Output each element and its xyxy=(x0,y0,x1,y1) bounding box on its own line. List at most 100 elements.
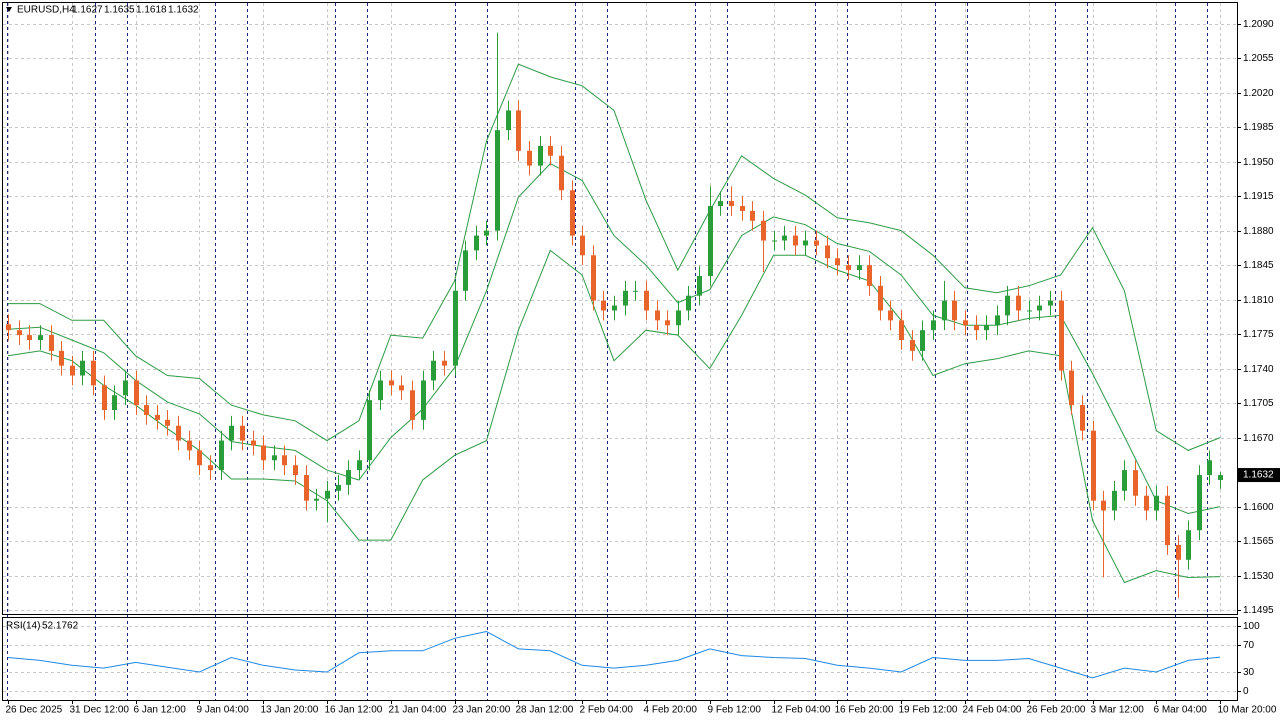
candle-body xyxy=(6,324,11,331)
candle-body xyxy=(484,230,489,236)
candle-body xyxy=(1122,470,1127,491)
grid-layer xyxy=(3,3,1237,614)
candle-body xyxy=(1005,295,1010,316)
candle-body xyxy=(463,250,468,291)
candle-body xyxy=(570,190,575,236)
candle-body xyxy=(506,110,511,131)
candle-body xyxy=(187,440,192,451)
candle-body xyxy=(17,330,22,336)
candle-body xyxy=(1186,530,1191,560)
x-tick-label: 12 Feb 04:00 xyxy=(772,705,831,716)
candle-body xyxy=(601,300,606,311)
x-tick-label: 4 Feb 20:00 xyxy=(644,705,698,716)
header-close: 1.1632 xyxy=(168,5,199,16)
current-price-label: 1.1632 xyxy=(1243,470,1274,481)
x-tick-label: 16 Feb 20:00 xyxy=(835,705,894,716)
candle-body xyxy=(282,455,287,466)
y-tick-label: 1.1740 xyxy=(1243,364,1274,375)
candle-body xyxy=(165,419,170,426)
x-tick-label: 24 Feb 04:00 xyxy=(963,705,1022,716)
candle-body xyxy=(825,245,830,259)
x-tick-label: 26 Feb 20:00 xyxy=(1027,705,1086,716)
y-tick-label: 100 xyxy=(1243,621,1260,632)
candle-body xyxy=(931,320,936,331)
candle-body xyxy=(888,310,893,321)
candle-body xyxy=(527,150,532,166)
main-frame xyxy=(2,2,1238,615)
y-tick-label: 1.2055 xyxy=(1243,53,1274,64)
candle-body xyxy=(495,130,500,231)
candle-body xyxy=(442,360,447,366)
candle-body xyxy=(697,275,702,296)
candle-body xyxy=(431,360,436,381)
header-low: 1.1618 xyxy=(136,5,167,16)
candle-body xyxy=(612,305,617,311)
x-tick-label: 13 Jan 20:00 xyxy=(261,705,319,716)
candle-body xyxy=(219,440,224,471)
candle-body xyxy=(793,235,798,246)
y-tick-label: 1.1565 xyxy=(1243,536,1274,547)
candle-body xyxy=(952,300,957,321)
candle-body xyxy=(251,440,256,446)
y-tick-label: 1.1985 xyxy=(1243,122,1274,133)
candle-body xyxy=(974,325,979,331)
y-tick-label: 1.1880 xyxy=(1243,226,1274,237)
candle-body xyxy=(676,310,681,326)
y-tick-label: 1.1495 xyxy=(1243,605,1274,616)
candle-body xyxy=(453,290,458,366)
candle-body xyxy=(134,380,139,406)
candle-body xyxy=(102,385,107,411)
candle-body xyxy=(80,360,85,376)
symbol-label: EURUSD,H4 xyxy=(17,5,75,16)
candle-body xyxy=(538,145,543,166)
candle-body xyxy=(559,155,564,191)
candle-body xyxy=(814,240,819,246)
x-tick-label: 26 Dec 2025 xyxy=(6,705,63,716)
current-price-box xyxy=(1238,468,1280,483)
collapse-icon[interactable] xyxy=(6,7,12,12)
candle-body xyxy=(899,320,904,341)
candle-body xyxy=(644,290,649,311)
candle-body xyxy=(655,310,660,321)
x-tick-label: 21 Jan 04:00 xyxy=(389,705,447,716)
candle-body xyxy=(846,265,851,271)
x-tick-label: 6 Mar 04:00 xyxy=(1154,705,1208,716)
y-tick-label: 1.1705 xyxy=(1243,398,1274,409)
candle-body xyxy=(1037,305,1042,311)
candle-body xyxy=(740,206,745,211)
candle-body xyxy=(910,340,915,351)
rsi-frame xyxy=(2,617,1238,701)
candle-body xyxy=(708,206,713,276)
candle-body xyxy=(59,350,64,366)
candle-body xyxy=(772,240,777,242)
y-tick-label: 30 xyxy=(1243,667,1255,678)
candle-body xyxy=(1154,495,1159,511)
candle-body xyxy=(1176,545,1181,560)
candle-body xyxy=(474,235,479,251)
candle-body xyxy=(378,380,383,401)
candle-body xyxy=(548,145,553,156)
candle-body xyxy=(293,465,298,476)
x-tick-label: 10 Mar 20:00 xyxy=(1218,705,1277,716)
candle-body xyxy=(729,201,734,207)
y-tick-label: 1.1775 xyxy=(1243,329,1274,340)
y-tick-label: 1.1670 xyxy=(1243,433,1274,444)
candle-body xyxy=(197,450,202,466)
y-tick-label: 1.1530 xyxy=(1243,571,1274,582)
candle-body xyxy=(155,414,160,420)
candle-body xyxy=(623,290,628,306)
x-tick-label: 6 Jan 12:00 xyxy=(134,705,187,716)
y-tick-label: 1.2020 xyxy=(1243,88,1274,99)
candle-body xyxy=(1016,295,1021,311)
candle-body xyxy=(963,320,968,326)
candle-body xyxy=(782,235,787,241)
candle-body xyxy=(314,498,319,501)
candle-body xyxy=(346,470,351,485)
candle-body xyxy=(70,365,75,376)
candle-body xyxy=(1218,475,1223,480)
band-middle xyxy=(7,162,1221,515)
